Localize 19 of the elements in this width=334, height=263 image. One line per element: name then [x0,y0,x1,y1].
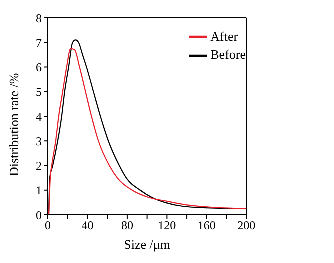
x-tick-label: 160 [198,218,216,233]
x-tick-label: 0 [45,218,51,233]
x-tick-label: 40 [82,218,94,233]
x-axis-title: Size /μm [124,237,170,252]
legend-label: Before [210,47,246,62]
y-tick-label: 2 [36,159,42,174]
y-tick-label: 5 [36,85,42,100]
y-tick-label: 3 [36,134,42,148]
y-tick-label: 6 [36,60,42,75]
x-tick-label: 80 [121,218,134,233]
y-tick-label: 7 [36,36,42,50]
y-tick-label: 0 [36,208,42,222]
y-tick-label: 4 [36,110,42,124]
y-axis-title: Distribution rate /% [6,73,22,176]
y-tick-label: 1 [36,184,42,198]
y-tick-label: 8 [36,11,42,26]
x-tick-label: 200 [238,218,256,233]
x-tick-label: 120 [158,218,176,233]
legend-label: After [210,29,238,44]
